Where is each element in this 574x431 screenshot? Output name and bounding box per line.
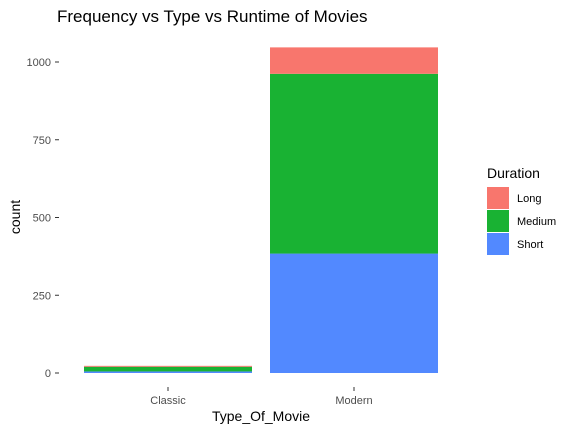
bar-modern-long xyxy=(270,47,438,74)
y-tick-label: 250 xyxy=(33,290,51,302)
bar-classic-long xyxy=(84,365,252,367)
y-tick-label: 1000 xyxy=(27,57,51,69)
y-axis: 0 250 500 750 1000 xyxy=(27,57,59,380)
legend-swatch-medium xyxy=(487,210,509,232)
legend-label-medium: Medium xyxy=(517,216,556,228)
y-tick-label: 750 xyxy=(33,135,51,147)
x-axis-title: Type_Of_Movie xyxy=(212,408,310,424)
x-axis: Classic Modern xyxy=(150,387,373,407)
legend-label-short: Short xyxy=(517,239,543,251)
legend-swatch-short xyxy=(487,233,509,255)
legend: Duration Long Medium Short xyxy=(487,165,556,255)
bar-modern-short xyxy=(270,253,438,373)
bar-classic-short xyxy=(84,371,252,373)
bar-classic-medium xyxy=(84,366,252,372)
y-axis-title: count xyxy=(7,200,23,234)
x-tick-label: Classic xyxy=(150,395,186,407)
legend-label-long: Long xyxy=(517,193,541,205)
legend-title: Duration xyxy=(487,165,540,181)
bar-modern-medium xyxy=(270,73,438,254)
legend-swatch-long xyxy=(487,187,509,209)
x-tick-label: Modern xyxy=(335,395,372,407)
y-tick-label: 500 xyxy=(33,213,51,225)
chart-title: Frequency vs Type vs Runtime of Movies xyxy=(57,7,368,26)
plot-area xyxy=(84,47,438,373)
y-tick-label: 0 xyxy=(45,368,51,380)
